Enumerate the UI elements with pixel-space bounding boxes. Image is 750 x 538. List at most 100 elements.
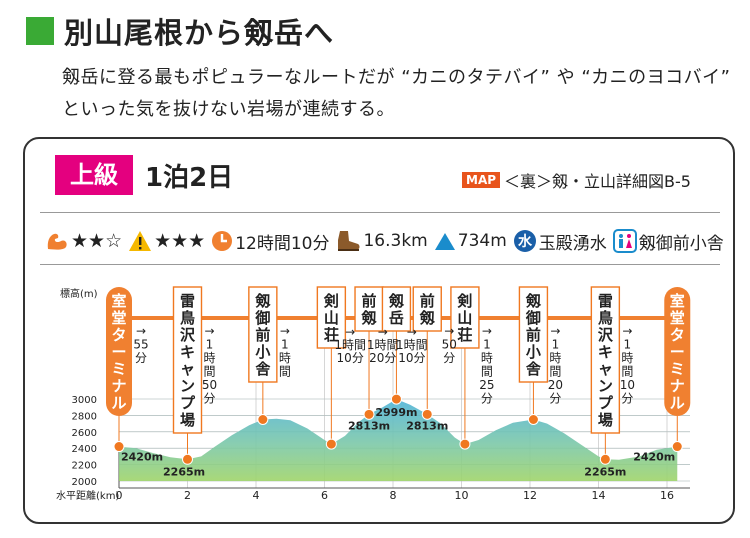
leg-time: 10分 xyxy=(398,351,425,365)
map-reference: ＜裏＞剱・立山詳細図B-5 xyxy=(504,172,691,191)
station-name-char: 雷 xyxy=(598,292,613,310)
leg-time: → xyxy=(622,324,632,338)
elevation-label: 2813m xyxy=(406,419,448,432)
station-box xyxy=(590,286,621,434)
leg-time: 間 xyxy=(549,365,561,379)
leg-time: 25 xyxy=(479,378,494,392)
leg-time: 時 xyxy=(279,351,291,365)
station-name-char: 御 xyxy=(525,309,541,327)
waypoint-dot xyxy=(363,408,375,420)
station-box xyxy=(450,286,480,349)
waypoint-dot xyxy=(599,453,611,465)
divider-top xyxy=(40,212,720,213)
elevation-label: 2999m xyxy=(375,406,417,419)
leg-time: → xyxy=(136,324,146,338)
station-name-char: 前 xyxy=(526,326,541,344)
y-tick-label: 2200 xyxy=(72,461,97,472)
station-name-char: 小 xyxy=(526,343,541,361)
page-title: 別山尾根から剱岳へ xyxy=(64,16,335,50)
terminal-box xyxy=(664,287,691,416)
y-axis-title: 標高(m) xyxy=(60,287,98,300)
waypoint-dot xyxy=(459,438,471,450)
muscle-arm-icon xyxy=(47,233,67,250)
elevation-label: 2265m xyxy=(584,465,626,478)
waypoint-dot xyxy=(527,414,539,425)
station-name-char: 室 xyxy=(670,292,685,310)
station-name-char: ン xyxy=(598,377,613,395)
station-name-char: プ xyxy=(180,394,196,412)
divider-bottom xyxy=(40,264,720,265)
x-tick-label: 0 xyxy=(116,489,123,502)
station-name-char: キ xyxy=(598,343,613,361)
terrain-area xyxy=(119,399,678,481)
station-name-char: 山 xyxy=(324,309,339,327)
station-name-char: タ xyxy=(670,326,685,344)
leg-time: 50 xyxy=(442,338,457,352)
leg-time: 間 xyxy=(203,365,215,379)
station-name-char: ー xyxy=(111,343,126,361)
station-name-char: タ xyxy=(111,326,126,344)
x-tick-label: 12 xyxy=(523,489,537,502)
station-name-char: 鳥 xyxy=(598,309,613,327)
station-box xyxy=(248,286,278,383)
station-name-char: 前 xyxy=(420,292,435,310)
water-value: 玉殿湧水 xyxy=(538,233,607,254)
terminal-box xyxy=(106,287,132,416)
leg-time: 間 xyxy=(621,365,633,379)
leg-time: → xyxy=(280,324,290,338)
station-name-char: 岳 xyxy=(389,309,404,327)
waypoint-dot xyxy=(325,438,337,450)
leg-time: 分 xyxy=(203,392,215,406)
leg-time: 1時間 xyxy=(334,338,366,352)
leg-time: 20 xyxy=(548,378,563,392)
leg-time: 20分 xyxy=(369,351,396,365)
leg-time: 1 xyxy=(483,338,491,352)
station-box xyxy=(172,286,203,434)
station-box xyxy=(381,286,412,332)
x-tick-label: 14 xyxy=(592,489,606,502)
elevation-stat: 734m xyxy=(434,231,507,251)
toilet-icon xyxy=(612,229,637,253)
clock-icon xyxy=(212,231,233,251)
waypoint-dot xyxy=(113,441,125,453)
station-name-char: 沢 xyxy=(598,326,614,344)
y-tick-label: 2800 xyxy=(72,411,97,422)
leg-arrow: → xyxy=(378,325,388,339)
leg-arrow: → xyxy=(407,325,417,339)
toilet-value: 剱御前小舎 xyxy=(638,233,724,254)
y-tick-label: 2400 xyxy=(72,444,97,455)
leg-time: 間 xyxy=(481,365,493,379)
station-name-char: 御 xyxy=(254,309,270,327)
station-name-char: 雷 xyxy=(180,292,195,310)
stamina-stat: ★★☆ xyxy=(45,230,122,252)
x-tick-label: 8 xyxy=(390,489,397,502)
station-box xyxy=(316,286,347,349)
station-name-char: 沢 xyxy=(180,326,196,344)
station-name-char: ー xyxy=(670,343,685,361)
station-name-char: ナ xyxy=(670,377,685,395)
water-icon: 水 xyxy=(513,230,536,252)
y-tick-label: 2000 xyxy=(72,477,97,488)
x-tick-label: 10 xyxy=(455,489,469,502)
leg-time: 間 xyxy=(279,365,291,379)
waypoint-dot xyxy=(182,453,193,465)
station-name-char: 荘 xyxy=(324,326,339,344)
x-tick-label: 6 xyxy=(321,489,328,502)
time-stat: 12時間10分 xyxy=(211,229,329,254)
svg-text:水: 水 xyxy=(518,233,533,250)
leg-time: 分 xyxy=(135,351,147,365)
x-tick-label: 4 xyxy=(253,489,260,502)
station-name-char: 堂 xyxy=(670,309,685,327)
leg-time: 時 xyxy=(481,351,493,365)
station-name-char: 荘 xyxy=(457,326,472,344)
leg-time: 分 xyxy=(621,392,633,406)
y-tick-label: 2600 xyxy=(72,428,97,439)
station-box xyxy=(412,286,442,332)
station-name-char: プ xyxy=(598,394,614,412)
station-box xyxy=(518,286,549,383)
station-name-char: ル xyxy=(670,394,685,412)
station-name-char: 山 xyxy=(457,309,472,327)
station-name-char: 舎 xyxy=(526,360,542,378)
x-tick-label: 2 xyxy=(184,489,191,502)
leg-time: 55 xyxy=(133,338,148,352)
